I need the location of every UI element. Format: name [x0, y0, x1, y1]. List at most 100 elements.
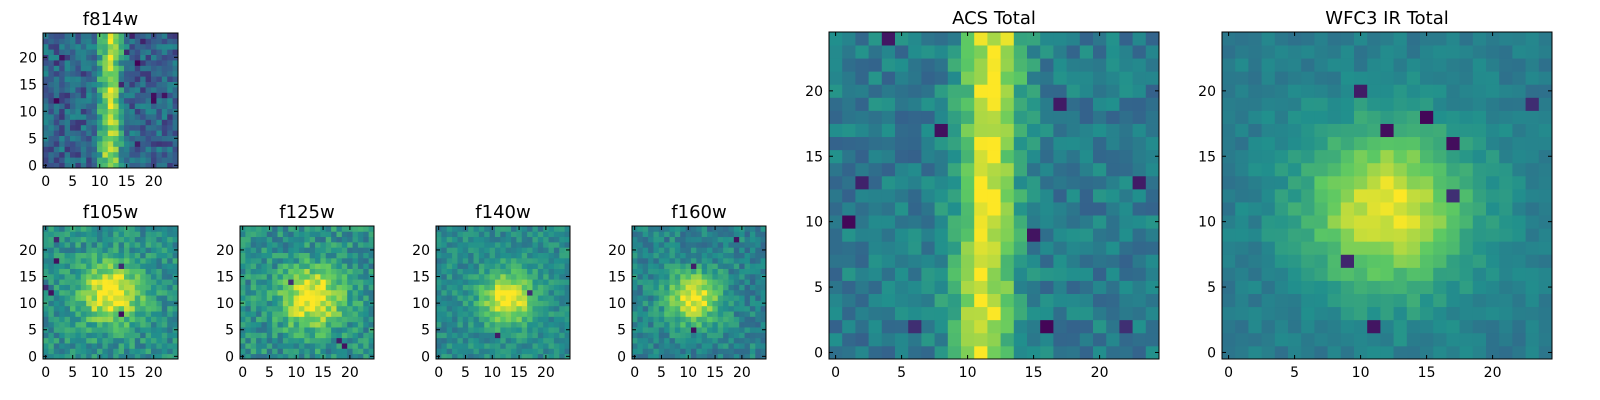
heatmap-cell: [161, 92, 168, 99]
heatmap-cell: [282, 305, 289, 312]
heatmap-cell: [1119, 345, 1133, 360]
heatmap-cell: [653, 316, 660, 323]
heatmap-cell: [341, 263, 348, 269]
heatmap-cell: [1380, 110, 1394, 124]
heatmap-cell: [712, 279, 719, 285]
heatmap-cell: [325, 300, 332, 307]
heatmap-cell: [43, 76, 49, 82]
heatmap-cell: [64, 311, 71, 317]
heatmap-cell: [86, 337, 92, 344]
heatmap-cell: [304, 337, 311, 344]
heatmap-cell: [543, 343, 549, 349]
heatmap-cell: [156, 38, 163, 45]
heatmap-cell: [304, 321, 311, 328]
heatmap-cell: [272, 231, 278, 238]
heatmap-cell: [75, 279, 82, 285]
heatmap-cell: [1393, 188, 1408, 203]
heatmap-cell: [134, 263, 141, 269]
heatmap-cell: [161, 300, 168, 307]
heatmap-cell: [315, 316, 321, 323]
heatmap-cell: [86, 316, 92, 323]
heatmap-cell: [632, 257, 638, 264]
heatmap-cell: [707, 289, 713, 296]
heatmap-cell: [829, 319, 843, 334]
heatmap-cell: [86, 257, 92, 264]
heatmap-cell: [664, 327, 670, 333]
heatmap-cell: [1406, 215, 1421, 229]
heatmap-cell: [352, 257, 359, 264]
heatmap-cell: [664, 305, 670, 312]
heatmap-cell: [537, 226, 544, 232]
heatmap-cell: [744, 247, 751, 253]
heatmap-cell: [749, 343, 756, 349]
heatmap-cell: [245, 241, 252, 248]
heatmap-cell: [1222, 136, 1236, 151]
heatmap-cell: [352, 316, 359, 323]
heatmap-cell: [156, 279, 163, 285]
heatmap-cell: [1066, 332, 1081, 347]
x-tick-label: 20: [1091, 365, 1109, 381]
heatmap-cell: [368, 332, 375, 339]
heatmap-cell: [537, 332, 544, 339]
heatmap-cell: [653, 343, 660, 349]
heatmap-cell: [1145, 188, 1160, 203]
heatmap-cell: [1106, 149, 1120, 164]
heatmap-cell: [760, 268, 767, 275]
heatmap-cell: [341, 231, 348, 238]
heatmap-cell: [739, 348, 745, 355]
heatmap-cell: [1499, 254, 1513, 268]
heatmap-cell: [75, 236, 82, 243]
heatmap-cell: [947, 332, 962, 347]
heatmap-cell: [315, 231, 321, 238]
heatmap-cell: [1288, 280, 1302, 294]
heatmap-cell: [272, 257, 278, 264]
heatmap-cell: [172, 236, 179, 243]
heatmap-cell: [113, 33, 119, 39]
heatmap-cell: [462, 348, 469, 355]
heatmap-cell: [532, 353, 539, 360]
heatmap-cell: [256, 273, 262, 280]
heatmap-cell: [80, 226, 87, 232]
heatmap-cell: [341, 284, 348, 291]
heatmap-cell: [368, 316, 375, 323]
heatmap-cell: [59, 348, 65, 355]
heatmap-cell: [1119, 202, 1133, 216]
heatmap-cell: [1235, 188, 1249, 203]
heatmap-cell: [325, 332, 332, 339]
heatmap-cell: [341, 348, 348, 355]
heatmap-cell: [1079, 162, 1094, 177]
heatmap-cell: [363, 321, 370, 328]
heatmap-cell: [298, 226, 305, 232]
heatmap-cell: [59, 76, 65, 82]
heatmap-cell: [53, 289, 60, 296]
heatmap-cell: [733, 327, 740, 333]
heatmap-cell: [64, 353, 71, 360]
heatmap-cell: [102, 70, 109, 77]
heatmap-cell: [53, 65, 60, 72]
heatmap-cell: [500, 316, 507, 323]
heatmap-cell: [1119, 58, 1133, 72]
heatmap-cell: [161, 316, 168, 323]
heatmap-cell: [172, 60, 179, 66]
heatmap-cell: [658, 321, 665, 328]
heatmap-cell: [161, 273, 168, 280]
heatmap-cell: [1433, 267, 1447, 281]
heatmap-cell: [1486, 123, 1500, 138]
heatmap-cell: [64, 316, 71, 323]
heatmap-cell: [80, 343, 87, 349]
heatmap-cell: [1327, 280, 1342, 294]
heatmap-cell: [53, 252, 60, 259]
heatmap-cell: [564, 263, 571, 269]
heatmap-cell: [457, 353, 464, 360]
heatmap-cell: [1433, 280, 1447, 294]
heatmap-cell: [341, 273, 348, 280]
heatmap-cell: [102, 236, 109, 243]
heatmap-cell: [240, 279, 246, 285]
heatmap-cell: [266, 348, 273, 355]
heatmap-cell: [1314, 293, 1328, 308]
heatmap-cell: [1066, 32, 1081, 46]
heatmap-cell: [947, 293, 962, 308]
heatmap-cell: [1446, 306, 1460, 321]
heatmap-cell: [1486, 97, 1500, 111]
heatmap-cell: [261, 257, 268, 264]
